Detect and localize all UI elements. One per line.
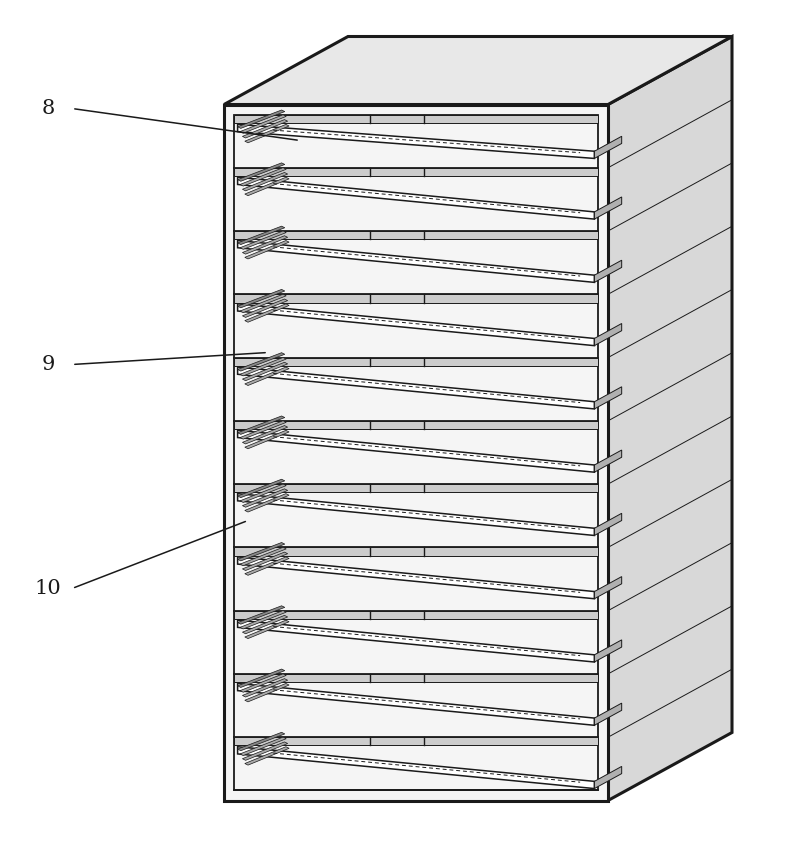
Polygon shape (234, 421, 598, 429)
Polygon shape (238, 493, 594, 536)
Polygon shape (245, 683, 289, 702)
Polygon shape (238, 747, 594, 789)
Polygon shape (238, 606, 285, 624)
Polygon shape (224, 37, 732, 104)
Polygon shape (245, 125, 289, 143)
Polygon shape (234, 357, 598, 366)
Polygon shape (238, 352, 285, 371)
Polygon shape (234, 168, 598, 176)
Polygon shape (234, 737, 598, 745)
Polygon shape (245, 557, 289, 576)
Polygon shape (240, 357, 286, 376)
Polygon shape (245, 747, 289, 765)
Polygon shape (242, 425, 288, 444)
Polygon shape (238, 110, 285, 128)
Polygon shape (240, 421, 286, 439)
Polygon shape (240, 610, 286, 629)
Polygon shape (594, 703, 622, 725)
Polygon shape (240, 737, 286, 756)
Polygon shape (240, 231, 286, 250)
Polygon shape (245, 304, 289, 323)
Text: 10: 10 (34, 579, 62, 598)
Polygon shape (594, 260, 622, 283)
Polygon shape (234, 115, 598, 123)
Polygon shape (242, 299, 288, 318)
Polygon shape (242, 742, 288, 761)
Polygon shape (234, 484, 598, 492)
Polygon shape (245, 430, 289, 449)
Polygon shape (245, 367, 289, 385)
Polygon shape (234, 548, 598, 555)
Polygon shape (240, 295, 286, 312)
Polygon shape (242, 616, 288, 633)
Polygon shape (234, 295, 598, 302)
Polygon shape (242, 363, 288, 380)
Polygon shape (240, 167, 286, 186)
Polygon shape (238, 416, 285, 435)
Polygon shape (594, 640, 622, 662)
Polygon shape (242, 489, 288, 507)
Polygon shape (240, 115, 286, 133)
Polygon shape (242, 678, 288, 697)
Polygon shape (594, 137, 622, 159)
Polygon shape (594, 576, 622, 599)
Polygon shape (245, 177, 289, 195)
Polygon shape (234, 674, 598, 683)
Polygon shape (594, 323, 622, 346)
Polygon shape (240, 548, 286, 565)
Polygon shape (240, 674, 286, 692)
Polygon shape (238, 125, 594, 159)
Polygon shape (238, 620, 594, 662)
Polygon shape (594, 767, 622, 789)
Polygon shape (238, 430, 594, 472)
Polygon shape (594, 514, 622, 536)
Polygon shape (245, 493, 289, 512)
Polygon shape (238, 733, 285, 751)
Text: 9: 9 (42, 355, 54, 374)
Polygon shape (238, 304, 594, 346)
Polygon shape (238, 290, 285, 308)
Polygon shape (594, 387, 622, 409)
Polygon shape (242, 120, 288, 138)
Polygon shape (238, 163, 285, 182)
Polygon shape (238, 479, 285, 498)
Polygon shape (234, 231, 598, 239)
Polygon shape (242, 236, 288, 254)
Polygon shape (245, 240, 289, 259)
Polygon shape (242, 552, 288, 571)
Polygon shape (594, 450, 622, 472)
Text: 8: 8 (42, 99, 54, 118)
Polygon shape (238, 177, 594, 219)
Polygon shape (238, 367, 594, 409)
Polygon shape (234, 610, 598, 619)
Polygon shape (240, 484, 286, 503)
Polygon shape (594, 197, 622, 219)
Polygon shape (238, 557, 594, 599)
Polygon shape (242, 172, 288, 191)
Polygon shape (245, 620, 289, 638)
Polygon shape (608, 37, 732, 801)
Polygon shape (238, 240, 594, 283)
Polygon shape (224, 104, 608, 801)
Polygon shape (238, 543, 285, 561)
Polygon shape (238, 669, 285, 688)
Polygon shape (238, 226, 285, 245)
Polygon shape (238, 683, 594, 725)
